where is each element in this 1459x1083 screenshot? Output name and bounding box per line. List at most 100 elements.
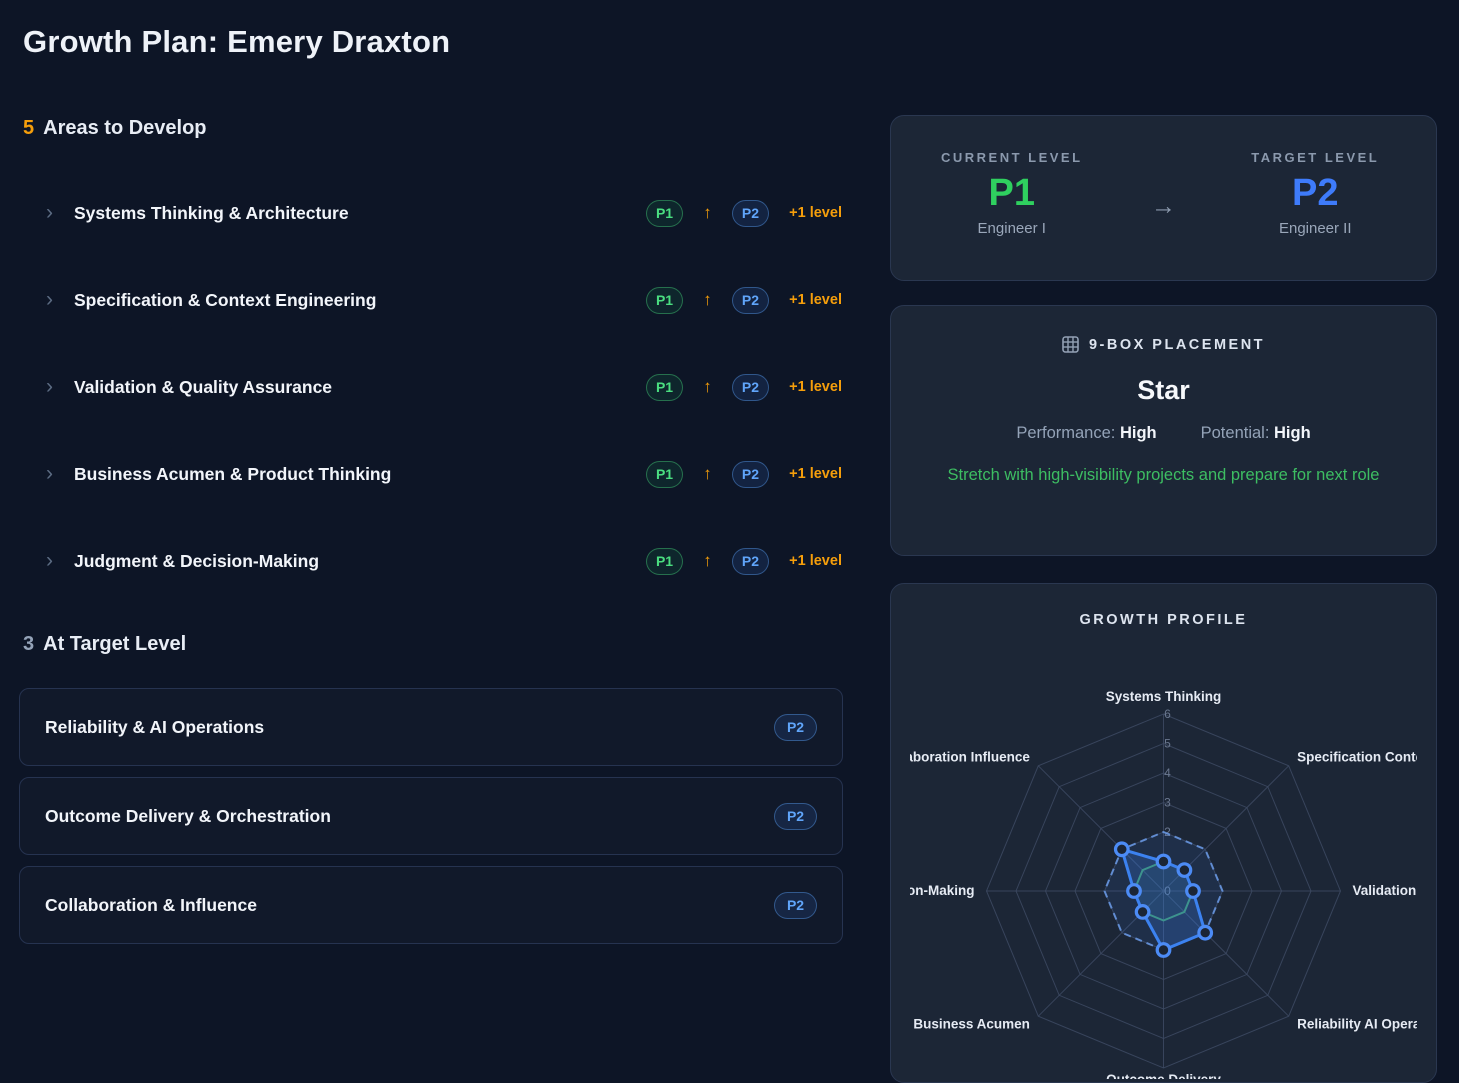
level-badges: P1 ↑ P2 +1 level — [646, 373, 842, 401]
up-arrow-icon: ↑ — [703, 203, 712, 222]
target-level-badge: P2 — [731, 547, 769, 575]
radar-point-marker — [1113, 841, 1130, 858]
radar-tick-label: 6 — [1164, 707, 1171, 721]
develop-item-title: Business Acumen & Product Thinking — [74, 463, 392, 484]
radar-point-marker — [1185, 883, 1201, 899]
develop-item-row[interactable]: › Judgment & Decision-Making P1 ↑ P2 +1 level — [19, 544, 843, 578]
performance-label: Performance: — [1016, 424, 1116, 442]
target-level-block: TARGET LEVEL P2 Engineer II — [1195, 150, 1437, 280]
develop-item-row[interactable]: › Systems Thinking & Architecture P1 ↑ P2 +1 … — [19, 196, 843, 230]
arrow-right-icon: → — [1151, 192, 1176, 220]
ninebox-recommendation: Stretch with high-visibility projects an… — [947, 466, 1380, 484]
level-transition-card: CURRENT LEVEL P1 Engineer I → TARGET LEV… — [890, 115, 1437, 281]
target-item-title: Outcome Delivery & Orchestration — [45, 805, 331, 826]
level-badges: P1 ↑ P2 +1 level — [646, 547, 842, 575]
develop-item-title: Validation & Quality Assurance — [74, 376, 333, 397]
develop-heading-label: Areas to Develop — [43, 117, 207, 139]
current-level-block: CURRENT LEVEL P1 Engineer I — [891, 150, 1133, 280]
develop-item-title: Specification & Context Engineering — [74, 289, 377, 310]
target-level-badge: P2 — [731, 373, 769, 401]
target-level-badge: P2 — [731, 460, 769, 488]
ninebox-header: 9-BOX PLACEMENT — [891, 336, 1436, 353]
target-item-title: Reliability & AI Operations — [45, 716, 265, 737]
radar-axis-label: Outcome Delivery — [1106, 1072, 1221, 1079]
level-delta-label: +1 level — [789, 466, 842, 482]
level-delta-label: +1 level — [789, 379, 842, 395]
develop-list: › Systems Thinking & Architecture P1 ↑ P2 +1 … — [19, 196, 843, 578]
develop-item-title: Judgment & Decision-Making — [74, 550, 320, 571]
performance-metric: Performance: High — [1016, 424, 1156, 443]
target-level-label: TARGET LEVEL — [1251, 150, 1380, 165]
ninebox-card: 9-BOX PLACEMENT Star Performance: High P… — [890, 305, 1437, 556]
develop-count: 5 — [23, 117, 35, 139]
target-level-value: P2 — [1292, 172, 1339, 214]
target-item-title: Collaboration & Influence — [45, 894, 257, 915]
growth-profile-title: GROWTH PROFILE — [1079, 612, 1248, 628]
radar-axis-label: Specification Context — [1297, 749, 1417, 764]
radar-axis-label: Validation Quality — [1353, 883, 1418, 898]
target-item-card[interactable]: Outcome Delivery & Orchestration P2 — [19, 777, 843, 855]
performance-value: High — [1119, 424, 1157, 442]
level-badge: P2 — [774, 713, 817, 741]
radar-point-marker — [1197, 924, 1214, 941]
chevron-right-icon: › — [46, 549, 53, 572]
potential-metric: Potential: High — [1201, 424, 1311, 443]
grid-icon — [1062, 336, 1079, 353]
growth-profile-card: GROWTH PROFILE 0123456Systems ThinkingSp… — [890, 583, 1437, 1083]
develop-item-row[interactable]: › Validation & Quality Assurance P1 ↑ P2 +1 l… — [19, 370, 843, 404]
radar-point-marker — [1126, 883, 1142, 899]
develop-item-row[interactable]: › Specification & Context Engineering P1 ↑ P… — [19, 283, 843, 317]
current-level-label: CURRENT LEVEL — [940, 150, 1083, 165]
target-role-label: Engineer II — [1278, 220, 1352, 237]
chevron-right-icon: › — [46, 288, 53, 311]
ninebox-metrics: Performance: High Potential: High — [891, 424, 1436, 443]
radar-axis-label: Collaboration Influence — [910, 749, 1030, 764]
chevron-right-icon: › — [46, 375, 53, 398]
target-heading-label: At Target Level — [43, 633, 187, 655]
radar-tick-label: 5 — [1164, 737, 1171, 751]
up-arrow-icon: ↑ — [703, 377, 712, 396]
current-level-badge: P1 — [646, 199, 683, 227]
ninebox-title: 9-BOX PLACEMENT — [1088, 336, 1266, 353]
potential-value: High — [1274, 424, 1311, 442]
develop-item-title: Systems Thinking & Architecture — [74, 202, 349, 223]
level-badge: P2 — [774, 802, 817, 830]
target-section-heading: 3 At Target Level — [23, 630, 843, 658]
chevron-right-icon: › — [46, 201, 53, 224]
radar-tick-label: 2 — [1164, 825, 1171, 839]
radar-point-marker — [1176, 862, 1193, 879]
page-title: Growth Plan: Emery Draxton — [23, 24, 451, 59]
summary-column: CURRENT LEVEL P1 Engineer I → TARGET LEV… — [890, 0, 1437, 1083]
up-arrow-icon: ↑ — [703, 551, 712, 570]
ninebox-placement: Star — [1137, 375, 1190, 405]
current-role-label: Engineer I — [977, 220, 1046, 237]
level-delta-label: +1 level — [789, 205, 842, 221]
chevron-right-icon: › — [46, 462, 53, 485]
target-level-badge: P2 — [731, 199, 769, 227]
level-badge: P2 — [774, 891, 817, 919]
current-level-badge: P1 — [646, 373, 683, 401]
develop-section-heading: 5 Areas to Develop — [23, 114, 843, 142]
up-arrow-icon: ↑ — [703, 464, 712, 483]
radar-point-marker — [1155, 942, 1172, 958]
level-badges: P1 ↑ P2 +1 level — [646, 199, 842, 227]
current-level-badge: P1 — [646, 547, 683, 575]
target-item-card[interactable]: Reliability & AI Operations P2 — [19, 688, 843, 766]
radar-axis-label: Decision-Making — [910, 883, 975, 898]
radar-tick-label: 4 — [1164, 766, 1171, 780]
target-item-card[interactable]: Collaboration & Influence P2 — [19, 866, 843, 944]
level-delta-label: +1 level — [789, 292, 842, 308]
radar-axis-label: Systems Thinking — [1106, 689, 1222, 704]
current-level-value: P1 — [988, 172, 1035, 214]
radar-tick-label: 3 — [1164, 796, 1171, 810]
develop-item-row[interactable]: › Business Acumen & Product Thinking P1 ↑ P2… — [19, 457, 843, 491]
radar-axis-label: Reliability AI Operations — [1297, 1017, 1417, 1032]
skills-column: Growth Plan: Emery Draxton 5 Areas to De… — [19, 0, 843, 955]
level-badges: P1 ↑ P2 +1 level — [646, 460, 842, 488]
level-delta-label: +1 level — [789, 553, 842, 569]
radar-point-marker — [1155, 853, 1172, 870]
radar-point-marker — [1134, 904, 1151, 920]
radar-axis-label: Business Acumen — [913, 1017, 1030, 1032]
current-level-badge: P1 — [646, 460, 683, 488]
